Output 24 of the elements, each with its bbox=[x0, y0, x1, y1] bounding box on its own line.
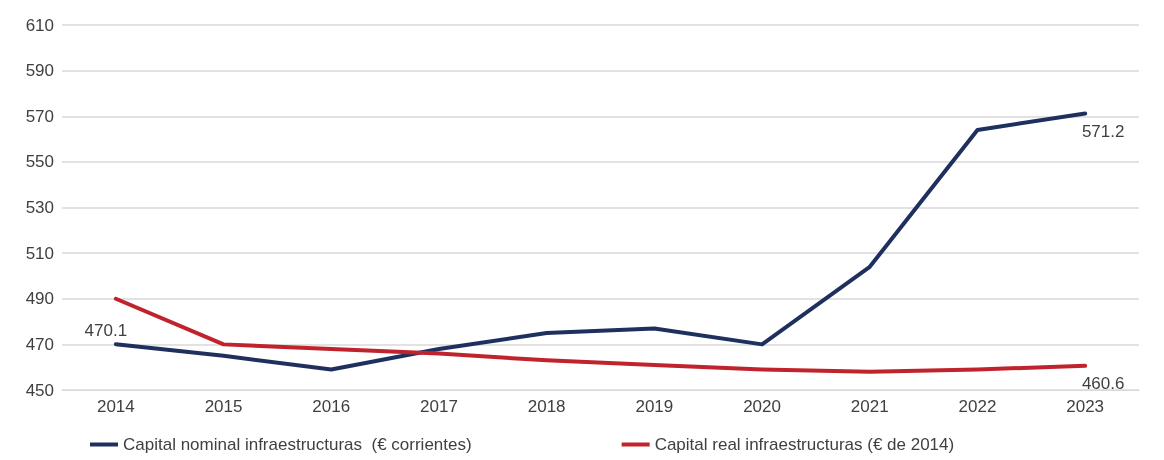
x-tick-label: 2021 bbox=[850, 397, 889, 416]
y-tick-label: 510 bbox=[25, 243, 54, 263]
x-tick-label: 2015 bbox=[204, 397, 243, 416]
y-tick-label: 530 bbox=[25, 198, 54, 217]
y-tick-label: 550 bbox=[25, 152, 54, 172]
x-tick-label: 2017 bbox=[420, 397, 458, 416]
x-tick-label: 2022 bbox=[958, 397, 997, 416]
x-tick-label: 2016 bbox=[312, 397, 351, 416]
y-tick-label: 450 bbox=[25, 380, 54, 400]
y-tick-label: 590 bbox=[25, 61, 54, 81]
x-tick-label: 2023 bbox=[1066, 397, 1105, 416]
legend-label: Capital nominal infraestructuras (€ corrientes) bbox=[123, 435, 472, 454]
x-tick-label: 2020 bbox=[743, 397, 781, 416]
y-tick-label: 470 bbox=[25, 334, 54, 354]
y-tick-label: 610 bbox=[25, 15, 54, 35]
y-tick-label: 570 bbox=[25, 106, 54, 126]
x-tick-label: 2019 bbox=[635, 397, 674, 416]
x-tick-label: 2014 bbox=[96, 397, 135, 416]
data-label: 470.1 bbox=[84, 321, 128, 341]
legend-label: Capital real infraestructuras (€ de 2014) bbox=[654, 435, 955, 454]
data-label: 460.6 bbox=[1081, 373, 1125, 393]
data-label: 571.2 bbox=[1081, 121, 1125, 141]
x-tick-label: 2018 bbox=[527, 397, 566, 416]
y-tick-label: 490 bbox=[25, 289, 54, 309]
